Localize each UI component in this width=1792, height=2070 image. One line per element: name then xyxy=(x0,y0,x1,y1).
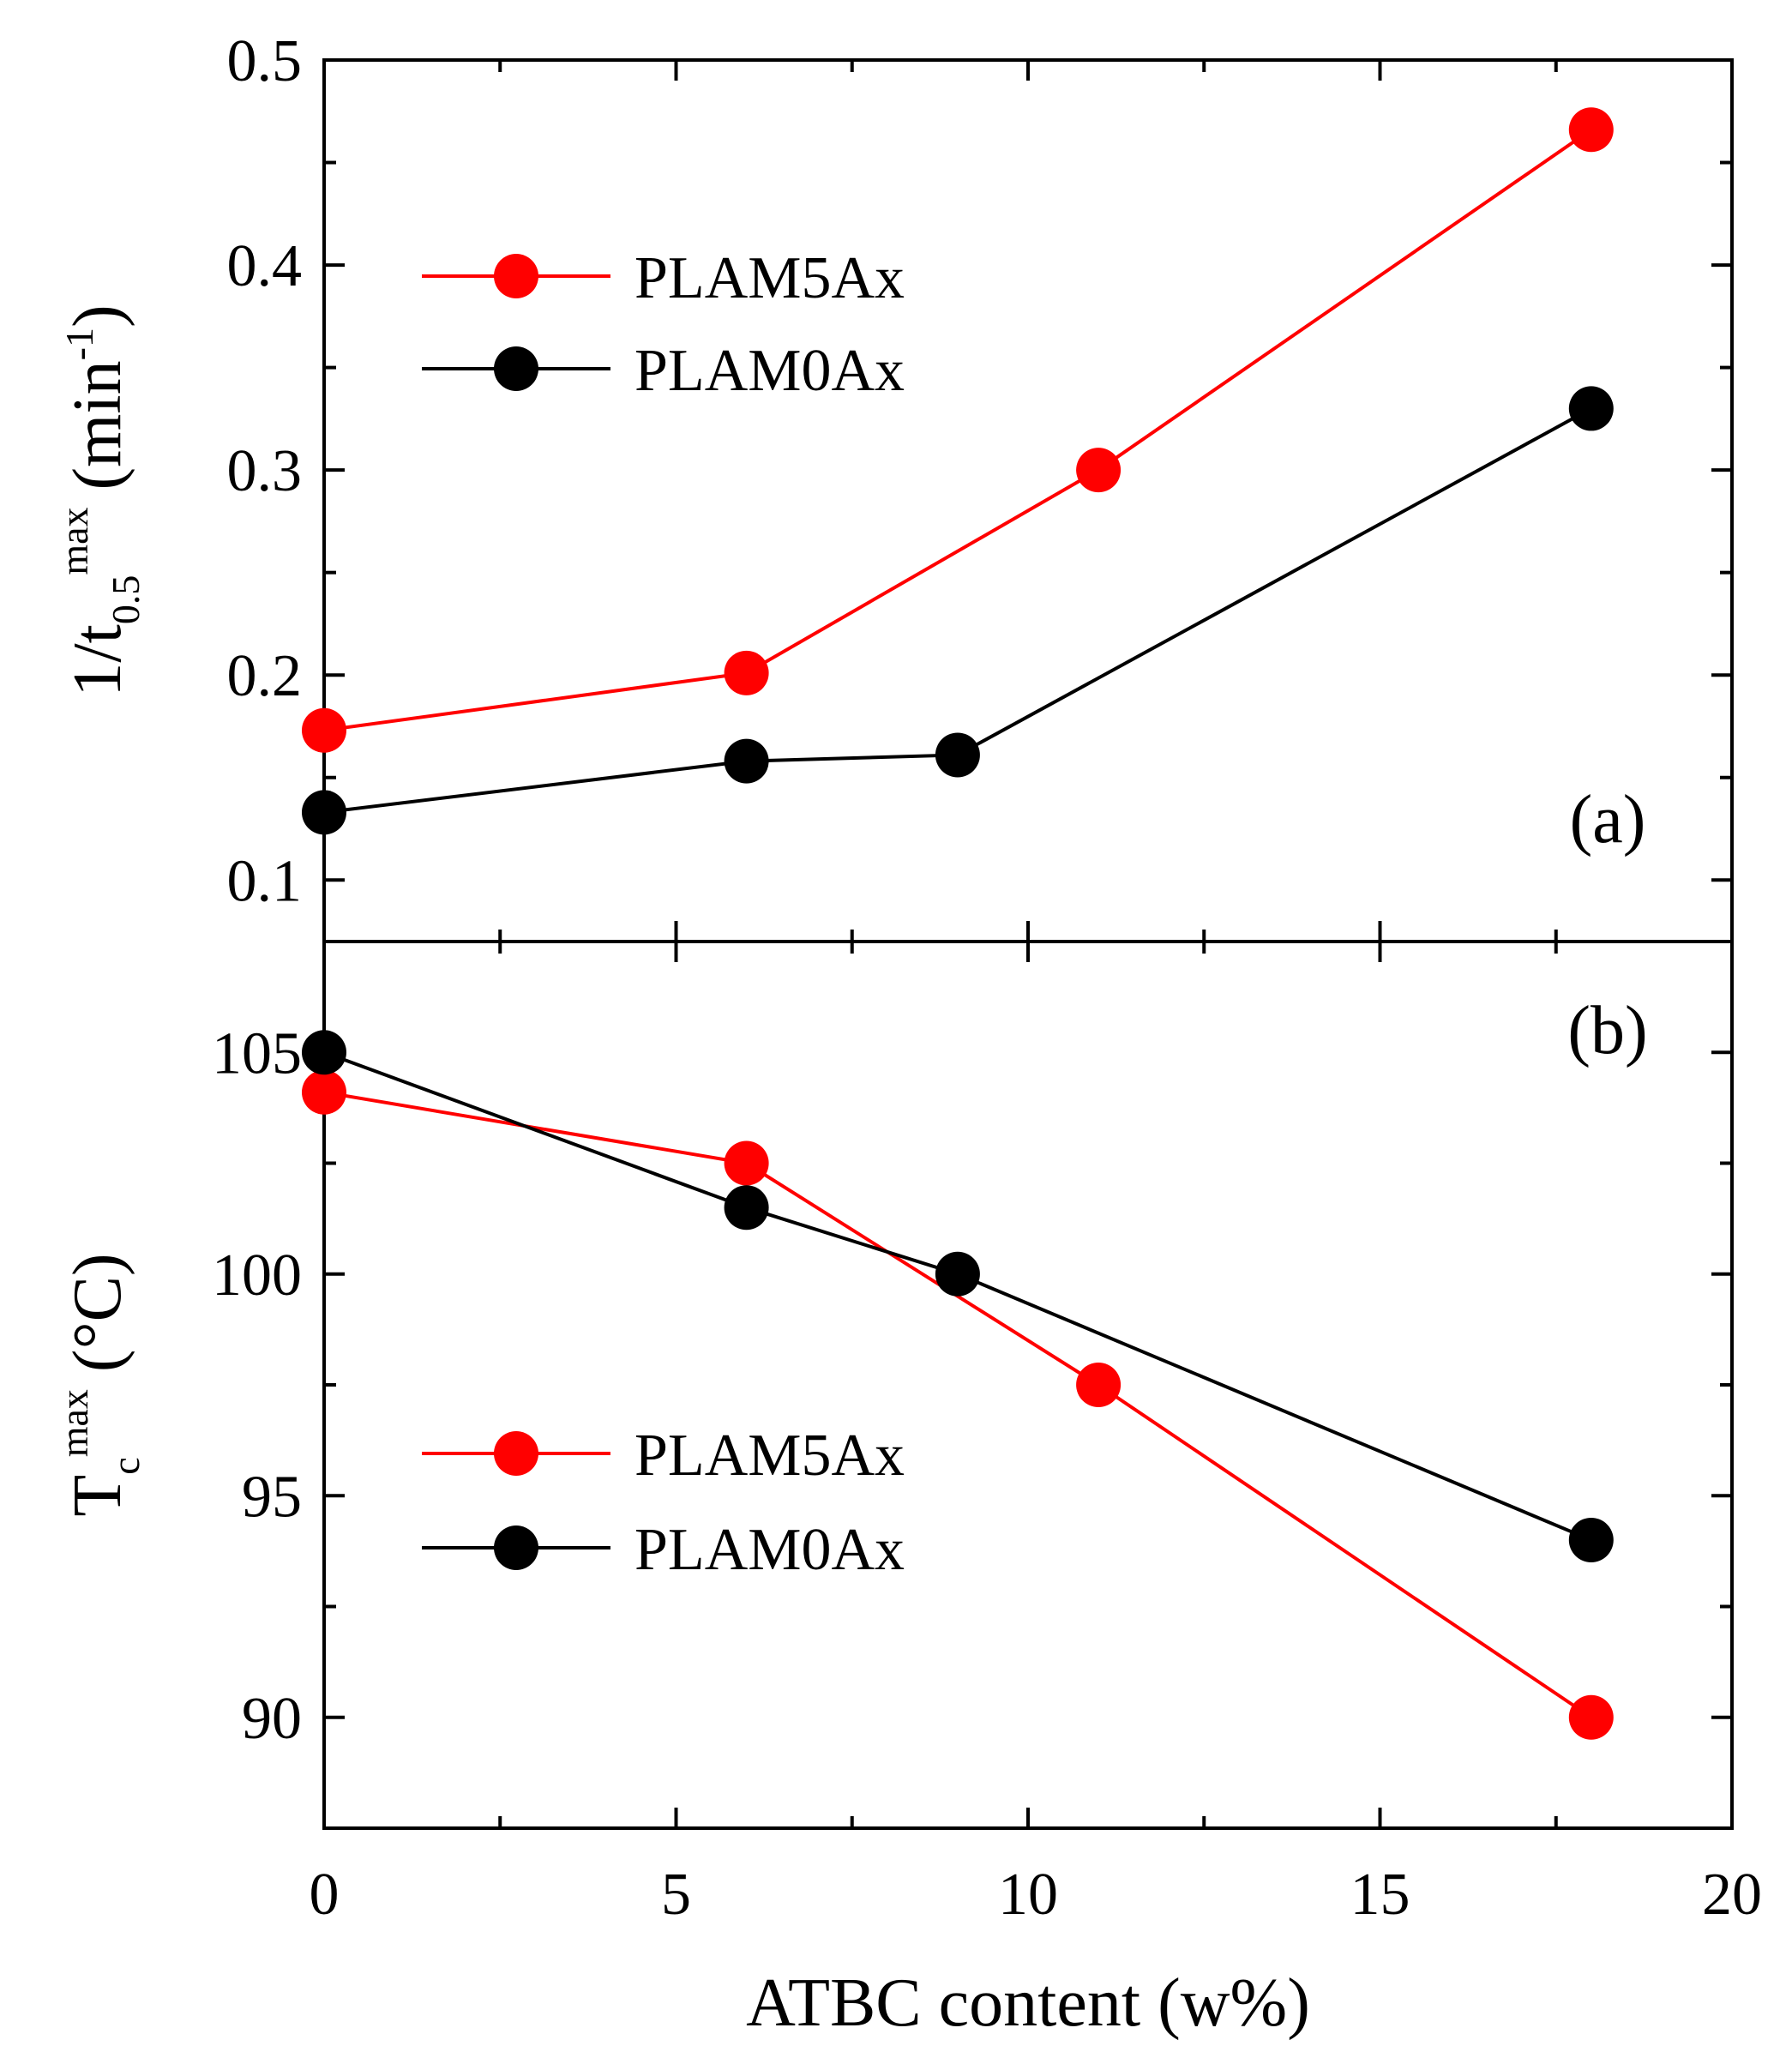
data-point xyxy=(1568,386,1614,431)
legend-marker xyxy=(494,346,538,391)
series-line-plam5ax xyxy=(323,1090,1592,1719)
y-tick-label: 95 xyxy=(242,1464,302,1530)
y-tick-label: 0.3 xyxy=(227,438,303,504)
legend-label: PLAM5Ax xyxy=(634,1423,905,1489)
data-point xyxy=(302,707,346,753)
y-axis-title-part: (min xyxy=(60,360,135,507)
data-point xyxy=(1076,448,1122,493)
y-tick-label: 0.5 xyxy=(227,28,303,94)
panel-label: (b) xyxy=(1567,993,1647,1068)
legend-label: PLAM0Ax xyxy=(634,338,905,404)
y-tick-label: 0.1 xyxy=(227,848,303,914)
y-tick-label: 105 xyxy=(212,1020,302,1086)
series-line-plam0ax xyxy=(323,406,1592,815)
y-axis-title-part: 0.5 xyxy=(104,575,147,625)
y-axis-title: 1/t0.5max (min-1) xyxy=(52,304,147,696)
panel-label: (a) xyxy=(1570,782,1646,857)
legend-marker xyxy=(494,1431,538,1476)
data-point xyxy=(1076,1363,1122,1407)
series-line-plam5ax xyxy=(323,128,1592,732)
data-point xyxy=(302,1030,346,1075)
y-tick-label: 100 xyxy=(212,1243,302,1309)
x-tick-label: 20 xyxy=(1702,1862,1762,1928)
legend-marker xyxy=(494,254,538,298)
y-axis-title-part: ) xyxy=(60,304,135,328)
x-tick-label: 0 xyxy=(310,1862,340,1928)
x-axis-title: ATBC content (w%) xyxy=(746,1965,1310,2041)
panel-a: 0.10.20.30.40.5PLAM5AxPLAM0Ax(a)1/t0.5ma… xyxy=(52,28,1734,943)
data-point xyxy=(302,790,346,835)
y-axis-title: Tcmax (°C) xyxy=(52,1253,147,1516)
y-axis-title-part: max xyxy=(52,507,96,575)
y-axis-title-part: (°C) xyxy=(60,1253,135,1389)
x-tick-label: 15 xyxy=(1350,1862,1410,1928)
y-axis-title-part: T xyxy=(60,1475,135,1517)
data-point xyxy=(724,1140,769,1186)
data-point xyxy=(1568,1517,1614,1562)
data-point xyxy=(935,1251,980,1297)
y-axis-title-part: -1 xyxy=(57,328,101,360)
series-line-plam0ax xyxy=(323,1050,1592,1542)
data-point xyxy=(724,738,769,784)
data-point xyxy=(935,732,980,778)
y-tick-label: 90 xyxy=(242,1686,302,1752)
x-tick-label: 10 xyxy=(998,1862,1058,1928)
y-tick-label: 0.2 xyxy=(227,643,303,709)
plot-frame xyxy=(322,940,1734,1830)
y-axis-title-part: 1/t xyxy=(60,624,135,696)
data-point xyxy=(724,650,769,695)
y-axis-title-part: c xyxy=(104,1457,147,1474)
data-point xyxy=(1568,1694,1614,1740)
data-point xyxy=(1568,107,1614,153)
data-point xyxy=(724,1185,769,1231)
panel-b: 90 95 100 105 PLAM5Ax PLAM0Ax (b) Tcmax (°C) xyxy=(52,940,1734,1830)
legend-marker xyxy=(494,1525,538,1570)
y-tick-label: 0.4 xyxy=(227,233,303,299)
y-axis-title-part: max xyxy=(52,1389,96,1457)
x-axis: 0 5 10 15 20 ATBC content (w%) xyxy=(310,1862,1763,2041)
legend-label: PLAM0Ax xyxy=(634,1517,905,1583)
x-tick-label: 5 xyxy=(661,1862,691,1928)
plot-frame xyxy=(322,58,1734,943)
data-point xyxy=(302,1069,346,1115)
legend-label: PLAM5Ax xyxy=(634,245,905,311)
